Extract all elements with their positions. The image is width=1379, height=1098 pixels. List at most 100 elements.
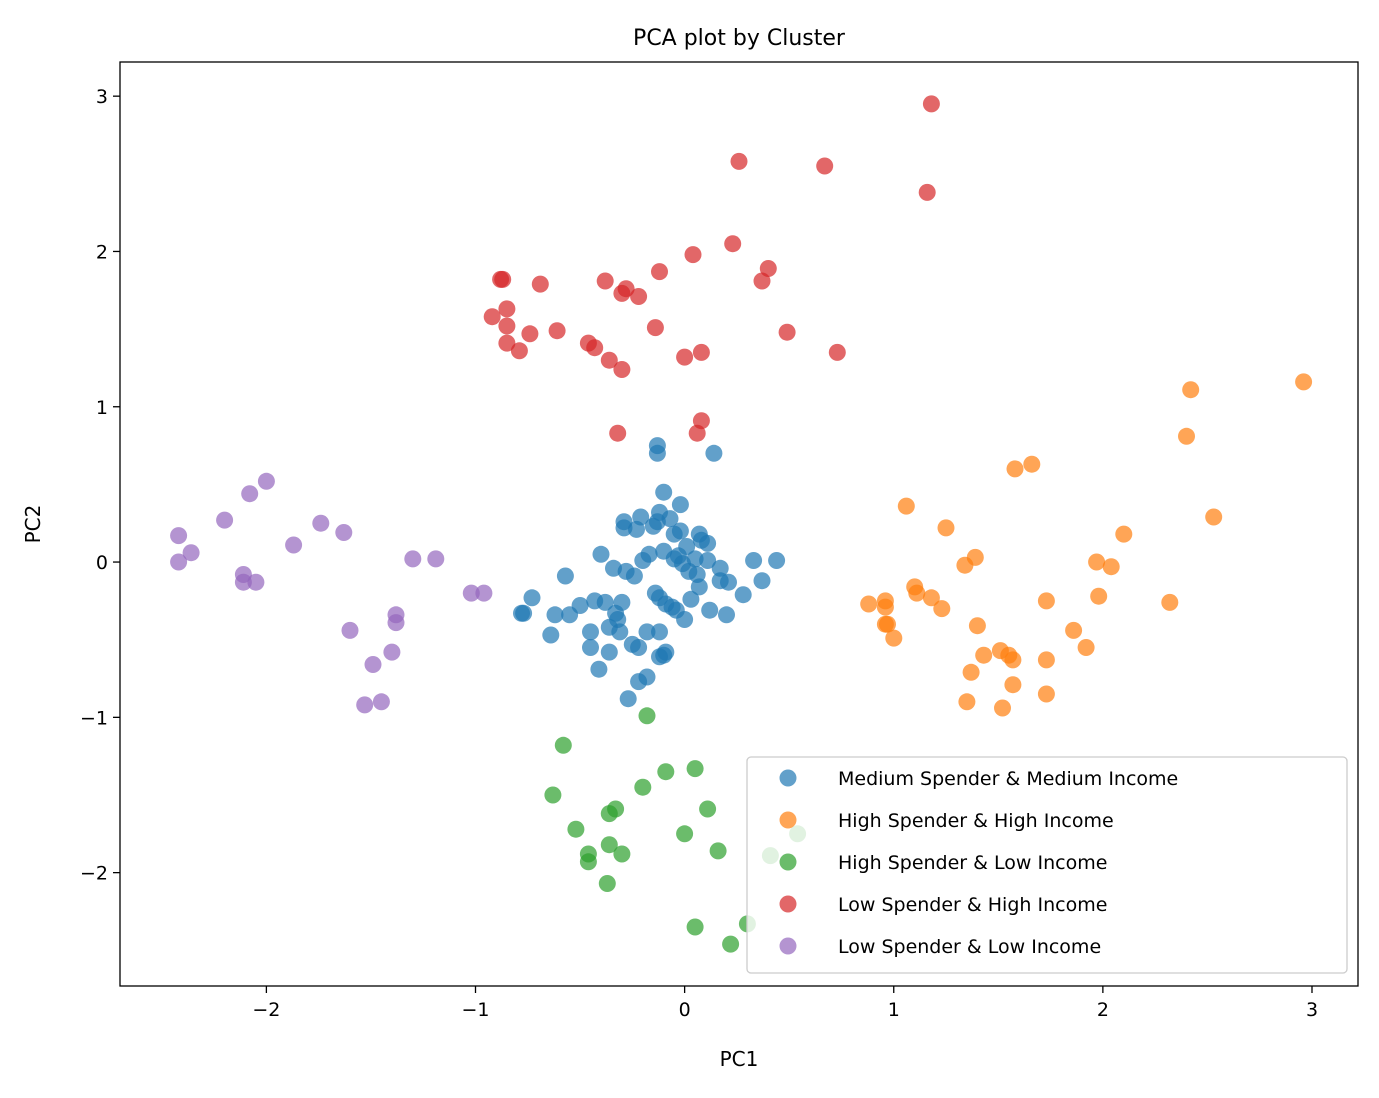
data-point <box>341 621 359 639</box>
chart-title: PCA plot by Cluster <box>633 26 846 51</box>
data-point <box>676 611 694 628</box>
data-point <box>1088 553 1106 571</box>
data-point <box>513 604 530 622</box>
data-point <box>759 260 777 277</box>
data-point <box>312 514 330 532</box>
y-tick-label: 1 <box>96 397 108 419</box>
data-point <box>372 693 390 711</box>
data-point <box>1077 639 1095 656</box>
x-tick-label: 0 <box>679 999 691 1021</box>
data-point <box>686 550 704 568</box>
data-point <box>638 668 656 686</box>
data-point <box>257 472 275 490</box>
data-point <box>745 552 763 569</box>
data-point <box>657 763 675 781</box>
data-point <box>722 935 740 953</box>
legend-marker <box>779 895 797 913</box>
y-tick-label: −2 <box>80 863 108 885</box>
data-point <box>655 483 673 501</box>
data-point <box>600 836 618 854</box>
data-point <box>753 572 771 590</box>
data-point <box>546 606 564 624</box>
x-tick-label: −2 <box>252 999 280 1021</box>
y-tick-label: 0 <box>96 552 108 574</box>
data-point <box>720 573 737 591</box>
data-point <box>676 348 694 366</box>
data-point <box>609 424 627 442</box>
data-point <box>646 319 664 337</box>
data-point <box>216 511 234 529</box>
data-point <box>994 699 1011 717</box>
series-4 <box>170 472 493 714</box>
data-point <box>475 584 493 602</box>
data-point <box>684 246 702 264</box>
data-point <box>556 567 574 585</box>
data-point <box>619 690 637 708</box>
data-point <box>611 623 629 641</box>
data-point <box>544 786 562 804</box>
x-tick-label: 1 <box>888 999 900 1021</box>
data-point <box>860 595 878 613</box>
data-point <box>958 693 976 711</box>
legend-label: Low Spender & Low Income <box>838 936 1101 958</box>
data-point <box>462 584 480 602</box>
data-point <box>661 510 679 528</box>
data-point <box>1102 558 1120 576</box>
data-point <box>387 614 405 632</box>
data-point <box>607 800 625 818</box>
data-point <box>692 343 710 361</box>
legend-label: High Spender & Low Income <box>838 852 1107 874</box>
data-point <box>966 548 984 566</box>
data-point <box>613 845 631 863</box>
data-point <box>709 842 727 860</box>
legend-marker <box>779 853 797 871</box>
data-point <box>613 593 631 611</box>
data-point <box>885 629 903 647</box>
data-point <box>876 598 894 616</box>
series-0 <box>513 437 786 708</box>
data-point <box>600 643 618 661</box>
data-point <box>554 736 572 754</box>
data-point <box>724 235 742 253</box>
data-point <box>671 496 689 514</box>
data-point <box>247 573 265 591</box>
legend-marker <box>779 769 797 787</box>
data-point <box>922 95 940 113</box>
data-point <box>630 288 648 305</box>
data-point <box>699 552 717 569</box>
data-point <box>1037 651 1055 669</box>
data-point <box>542 626 560 644</box>
data-point <box>483 308 501 326</box>
data-point <box>1161 593 1179 611</box>
data-point <box>234 573 252 591</box>
data-point <box>918 183 936 201</box>
data-point <box>427 550 445 568</box>
data-point <box>634 778 652 796</box>
data-point <box>640 545 658 563</box>
x-axis-label: PC1 <box>720 1047 759 1071</box>
data-point <box>768 552 786 569</box>
data-point <box>690 578 708 596</box>
data-point <box>711 559 729 577</box>
x-tick-label: −1 <box>461 999 489 1021</box>
y-axis-label: PC2 <box>21 505 45 544</box>
data-point <box>1178 427 1195 445</box>
data-point <box>678 538 696 555</box>
data-point <box>657 643 675 661</box>
legend-label: Low Spender & High Income <box>838 894 1107 916</box>
legend-marker <box>779 937 797 955</box>
data-point <box>567 820 585 838</box>
data-point <box>671 522 689 540</box>
data-point <box>730 152 748 170</box>
series-1 <box>860 373 1313 717</box>
data-point <box>879 615 896 633</box>
data-point <box>908 584 926 602</box>
data-point <box>182 544 200 562</box>
data-point <box>170 527 188 545</box>
data-point <box>699 800 717 818</box>
data-point <box>975 646 993 664</box>
data-point <box>1023 455 1041 473</box>
data-points <box>170 95 1313 953</box>
data-point <box>582 623 599 641</box>
